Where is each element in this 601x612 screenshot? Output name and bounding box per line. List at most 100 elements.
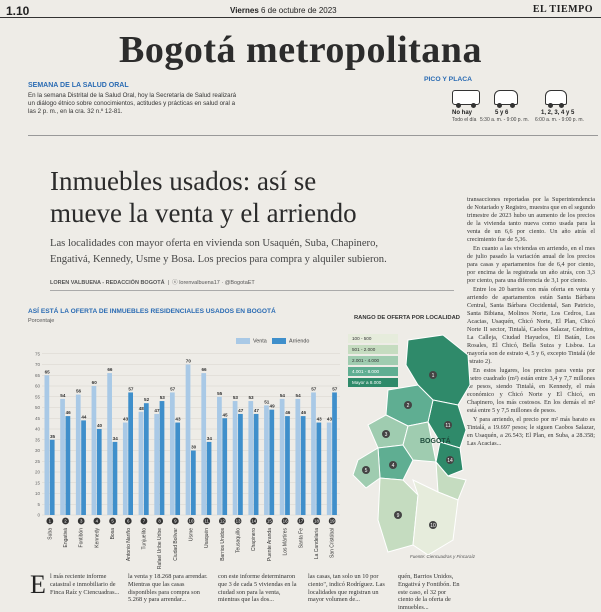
category-label: San Cristóbal [330,528,336,558]
map-region-santafe [435,460,467,501]
data-label: 47 [254,408,260,413]
bar-arriendo [300,416,306,515]
data-label: 55 [217,391,223,396]
category-label: Fontibón [79,528,85,548]
bar-venta [138,411,144,515]
bar-arriendo [332,392,337,515]
bar-arriendo [253,413,259,515]
page-number: 1.10 [6,4,30,18]
bar-venta [201,373,207,515]
data-label: 53 [249,395,255,400]
bottom-col-4: las casas, tan solo un 10 por ciento", i… [308,573,385,604]
byline-rule [50,290,454,291]
dateline: Viernes 6 de octubre de 2023 [230,6,337,15]
bar-arriendo [49,439,55,515]
bar-venta [295,398,301,515]
category-number-badge [313,517,320,525]
bar-venta [91,386,97,515]
category-number-badge [62,517,69,525]
headline-line-1: Inmuebles usados: así se [50,166,317,196]
bar-arriendo [269,409,275,515]
bar-venta [248,401,254,515]
data-label: 34 [207,436,213,441]
map-legend-item: 501 - 2.000 [348,345,398,354]
svg-text:2: 2 [407,403,410,409]
category-number: 19 [330,519,335,524]
data-label: 52 [144,397,150,402]
pico-taxi: 5 y 6 [495,110,509,116]
bar-chart: 05101520253035404550556065707565351Suba5… [35,351,340,569]
category-number: 10 [189,519,194,524]
legend-arriendo: Arriendo [272,338,309,344]
data-label: 44 [81,414,87,419]
category-label: Barrios Unidos [220,528,226,561]
data-label: 54 [60,393,66,398]
dropcap: E [30,570,46,599]
category-label: Tunjuelito [141,528,147,550]
category-number-badge [46,517,54,525]
bar-arriendo [65,416,71,515]
bar-arriendo [143,403,149,515]
data-label: 34 [113,436,119,441]
data-label: 54 [296,393,302,398]
y-tick-label: 15 [35,480,41,485]
svg-text:11: 11 [445,423,450,429]
data-label: 65 [45,369,51,374]
bar-arriendo [222,418,228,515]
data-label: 47 [154,408,160,413]
category-label: Los Mártires [283,528,289,556]
bar-venta [217,396,222,515]
date-weekday: Viernes [230,6,259,15]
pico-no-hay: No hay [452,110,473,116]
category-number-badge [203,517,211,525]
locality-map: 1 2 3 4 5 11 14 9 10 BOGOTÁ [352,334,471,556]
right-paragraph: Entre los 20 barrios con más oferta en v… [467,286,595,365]
category-number: 9 [174,519,177,524]
svg-text:5: 5 [365,468,368,474]
category-number-badge [124,517,132,525]
y-tick-label: 55 [35,394,41,399]
pico-taxi-sub: 5:30 a. m. - 9:00 p. m. [480,117,529,123]
map-legend-item: 4.001 - 8.000 [348,367,398,376]
y-tick-label: 25 [35,459,41,464]
data-label: 51 [264,399,270,404]
category-number: 2 [64,519,67,524]
pico-special: 1, 2, 3, 4 y 5 [541,110,575,116]
data-label: 43 [327,417,333,422]
bar-venta [326,422,332,515]
y-tick-label: 75 [35,351,41,356]
y-tick-label: 5 [37,502,40,507]
byline: LOREN VALBUENA - REDACCIÓN BOGOTÁ | ⓧ lo… [50,280,255,286]
bar-venta [232,401,238,515]
category-label: Teusaquillo [236,528,242,553]
right-paragraph: En estos lugares, los precios para venta… [467,367,595,414]
y-tick-label: 60 [35,384,41,389]
legend-arriendo-label: Arriendo [289,338,310,345]
bar-venta [122,422,128,515]
category-label: Chapinero [251,528,257,551]
byline-author: LOREN VALBUENA - REDACCIÓN BOGOTÁ [50,280,165,286]
category-number: 3 [80,519,83,524]
data-label: 66 [107,367,113,372]
category-label: Usaquén [204,528,210,548]
section-title: Bogotá metropolitana [119,29,482,71]
category-number-badge [266,517,273,525]
right-paragraph: En cuanto a las viviendas en arriendo, e… [467,245,595,284]
data-label: 57 [311,386,317,391]
header-divider [28,135,598,136]
right-column-text: transacciones reportadas por la Superint… [467,196,595,449]
category-number: 6 [127,519,130,524]
data-label: 46 [66,410,72,415]
map-title: RANGO DE OFERTA POR LOCALIDAD [354,315,460,321]
category-number: 7 [143,519,146,524]
category-number: 17 [298,519,303,524]
data-label: 57 [170,386,176,391]
date-rest: 6 de octubre de 2023 [261,6,337,15]
y-tick-label: 20 [35,470,41,475]
data-label: 53 [160,395,166,400]
category-label: Rafael Uribe Uribe [157,528,163,569]
map-region-usme [412,479,459,556]
y-tick-label: 65 [35,373,41,378]
category-number-badge [297,517,305,525]
svg-text:4: 4 [392,463,395,469]
